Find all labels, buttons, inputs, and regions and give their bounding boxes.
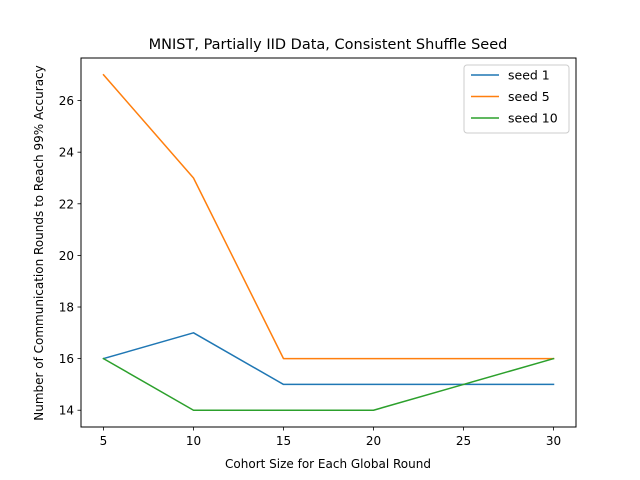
x-axis-label: Cohort Size for Each Global Round: [225, 457, 431, 471]
y-tick-label: 16: [59, 352, 74, 366]
y-tick-label: 24: [59, 146, 74, 160]
y-tick-label: 20: [59, 249, 74, 263]
x-tick-label: 30: [546, 434, 561, 448]
x-tick-label: 10: [186, 434, 201, 448]
y-tick-label: 26: [59, 94, 74, 108]
series-line-1: [102, 332, 555, 386]
axes-frame: [80, 57, 577, 428]
x-tick-label: 25: [456, 434, 471, 448]
legend: seed 1 seed 5 seed 10: [463, 64, 570, 134]
series-line-2: [102, 73, 555, 360]
plot-area: 5 10 15 20 25 30 14 16 18 20 22 24 26: [59, 57, 577, 448]
chart-title: MNIST, Partially IID Data, Consistent Sh…: [149, 37, 508, 53]
legend-box: [463, 64, 570, 134]
y-tick-label: 14: [59, 404, 74, 418]
x-tick-label: 20: [366, 434, 381, 448]
x-tick-label: 5: [100, 434, 108, 448]
y-axis-label: Number of Communication Rounds to Reach …: [32, 65, 46, 421]
y-tick-label: 22: [59, 197, 74, 211]
y-tick-label: 18: [59, 301, 74, 315]
y-axis-ticks: 14 16 18 20 22 24 26: [59, 94, 81, 418]
legend-label-3: seed 10: [508, 111, 558, 126]
legend-label-1: seed 1: [508, 68, 550, 83]
legend-label-2: seed 5: [508, 89, 550, 104]
x-tick-label: 15: [276, 434, 291, 448]
series-line-3: [102, 357, 555, 411]
series-layer: [102, 73, 555, 411]
x-axis-ticks: 5 10 15 20 25 30: [100, 427, 561, 448]
